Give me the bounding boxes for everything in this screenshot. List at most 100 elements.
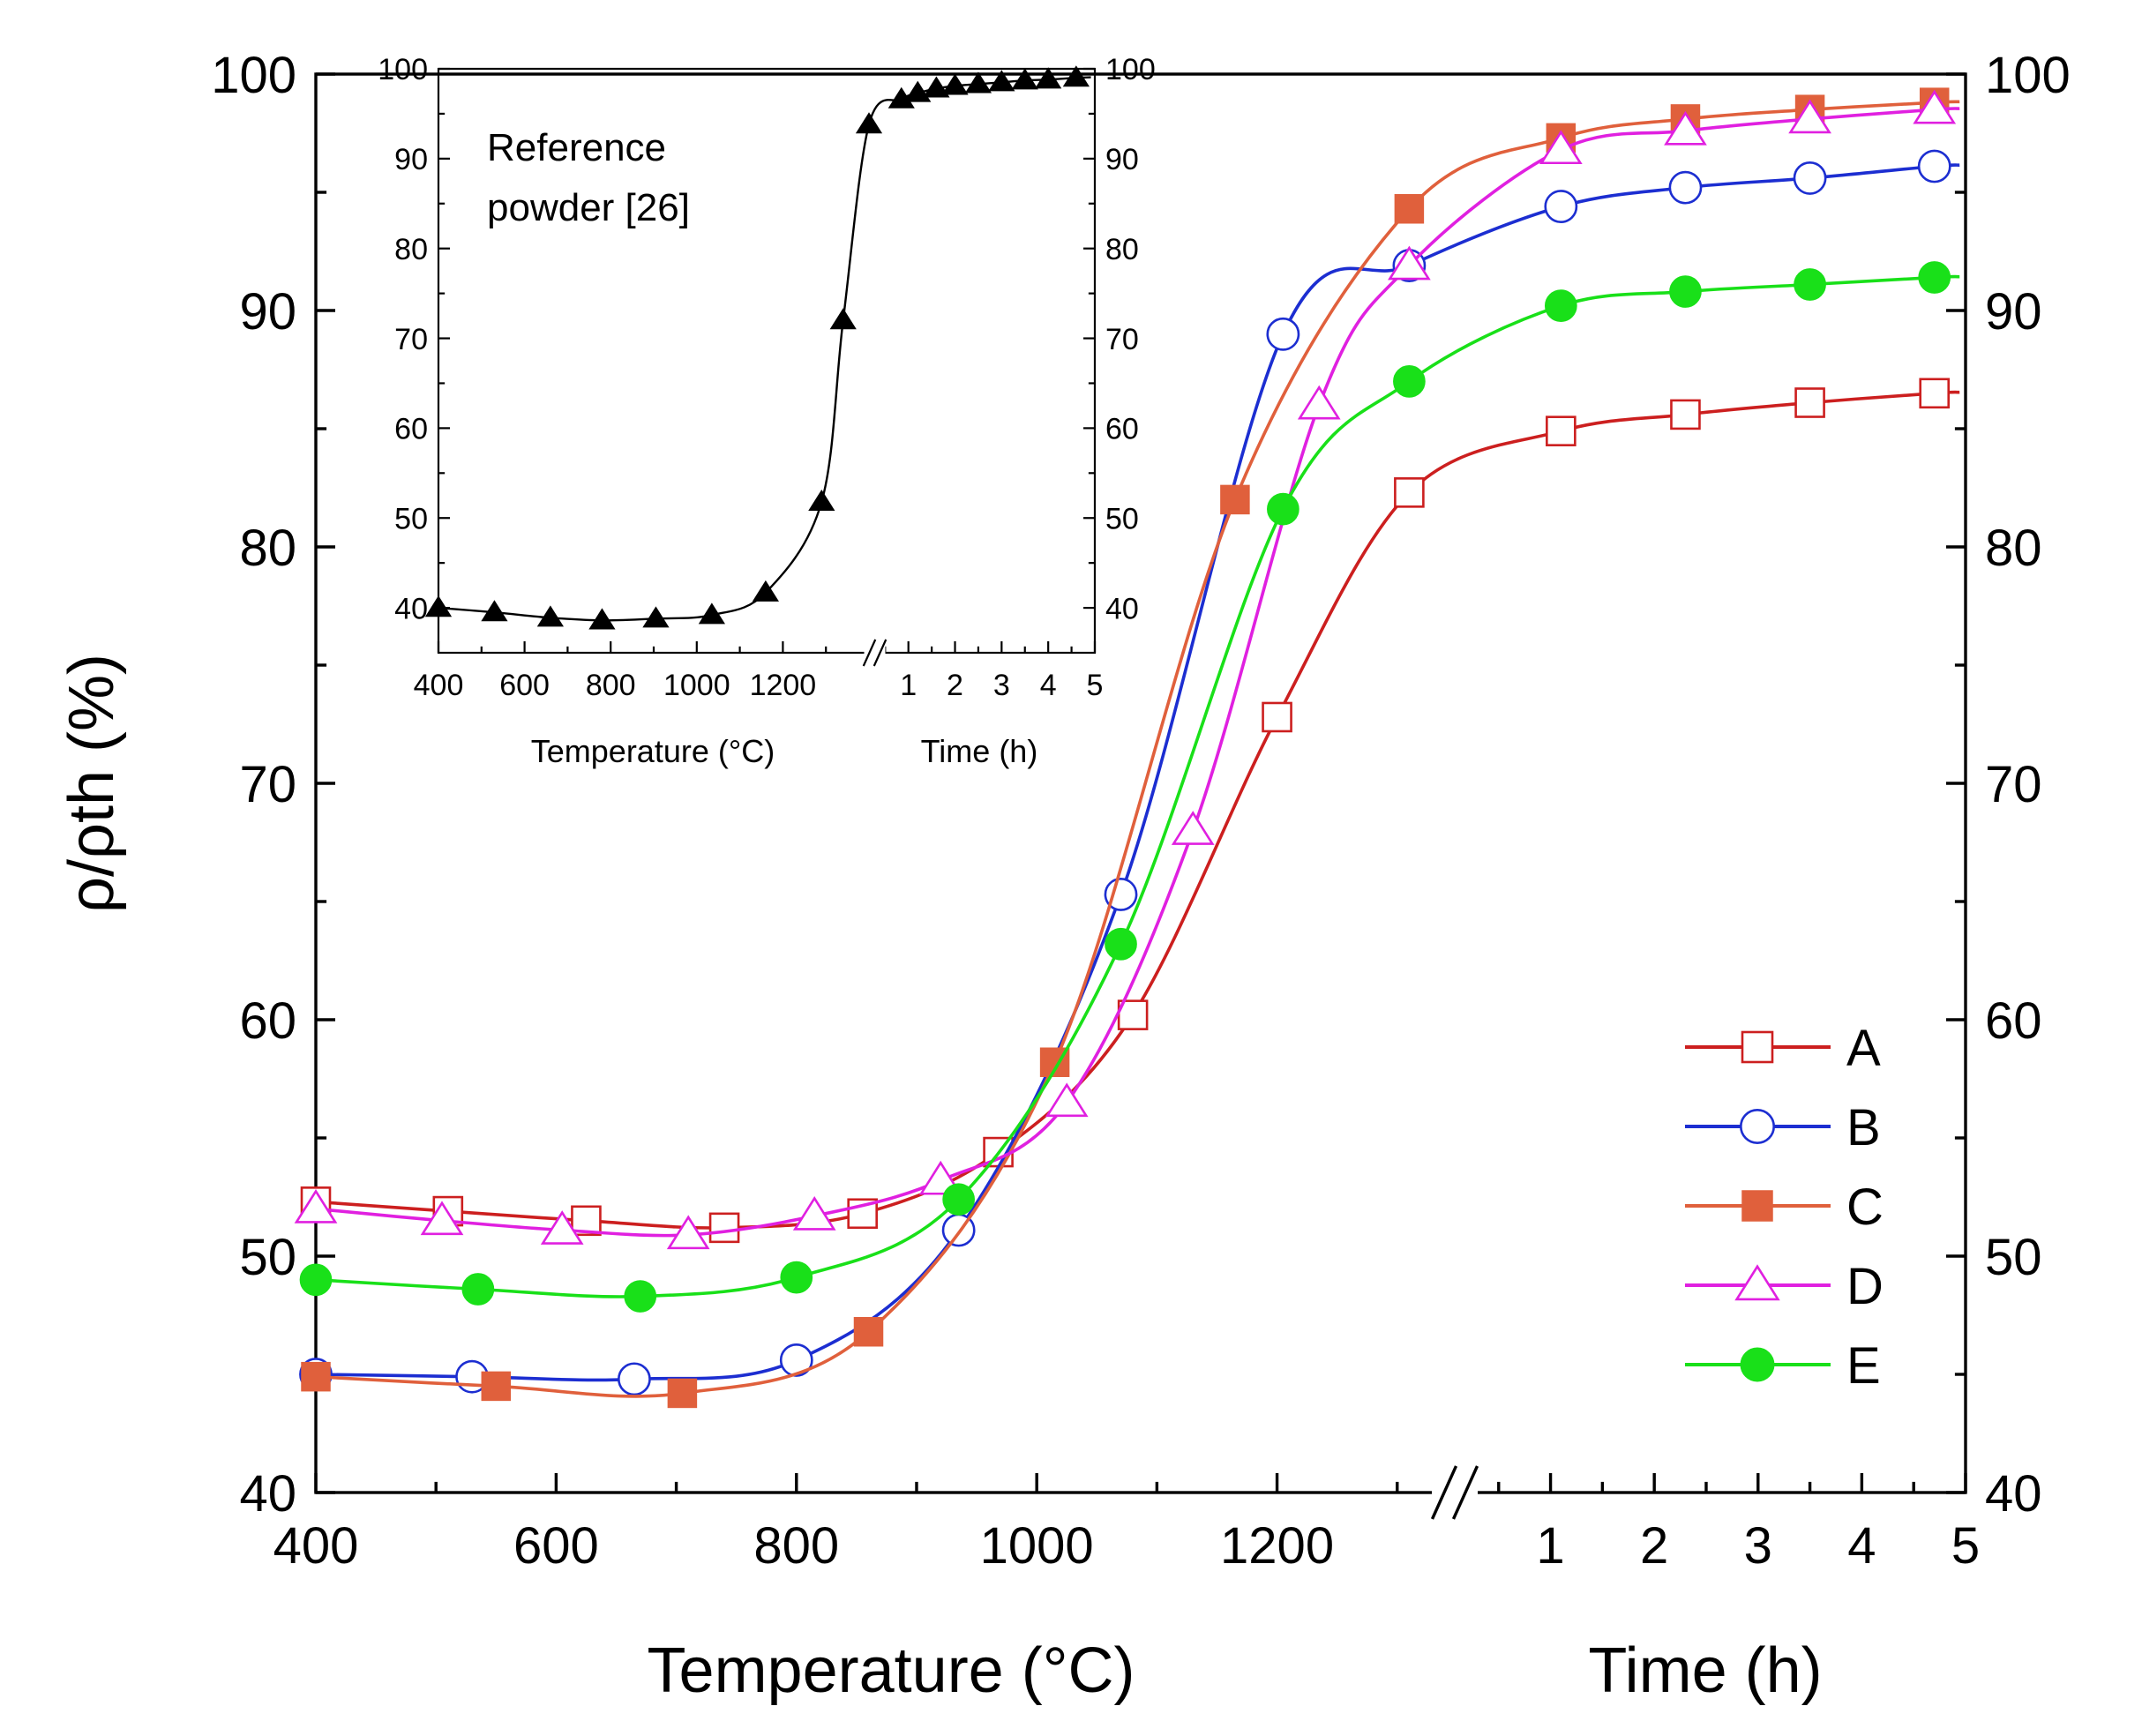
x-tick-label-temperature: 1200	[750, 669, 817, 702]
x-tick-label-time: 2	[1640, 1517, 1668, 1575]
axis-break-mark	[862, 639, 877, 667]
inset-x-title-time: Time (h)	[921, 733, 1038, 769]
x-tick-label-time: 1	[900, 669, 917, 702]
data-point	[1171, 811, 1215, 845]
data-point	[792, 1195, 836, 1231]
data-point	[667, 1378, 698, 1409]
y-tick-label-right: 50	[1985, 1229, 2042, 1286]
series-reference-0	[424, 65, 1091, 630]
legend-item-B: B	[1685, 1099, 1881, 1156]
legend-label: D	[1846, 1258, 1884, 1315]
data-point	[1670, 399, 1701, 430]
x-tick-label-temperature: 400	[414, 669, 464, 702]
x-tick-label-time: 4	[1847, 1517, 1876, 1575]
y-axis-title: ρ/ρth (%)	[56, 654, 127, 913]
data-point	[666, 1215, 710, 1250]
data-point	[1267, 492, 1299, 526]
data-point	[829, 308, 857, 330]
data-point	[780, 1261, 813, 1294]
series-line	[315, 107, 1960, 1238]
data-point	[1917, 149, 1951, 183]
data-point	[624, 1280, 657, 1313]
data-point	[461, 1273, 495, 1306]
axis-break-gap	[864, 640, 886, 666]
y-tick-label-left: 90	[394, 143, 428, 176]
x-axis-title-temperature: Temperature (°C)	[648, 1635, 1135, 1706]
y-tick-label-left: 70	[239, 756, 296, 813]
y-tick-label-right: 100	[1985, 47, 2071, 104]
x-tick-label-temperature: 1000	[980, 1517, 1094, 1575]
data-point	[1913, 89, 1957, 124]
data-point	[1220, 484, 1250, 515]
y-tick-label-right: 80	[1985, 520, 2042, 577]
data-point	[1544, 190, 1578, 223]
data-point	[1544, 289, 1577, 322]
x-tick-label-temperature: 1200	[1220, 1517, 1334, 1575]
x-tick-label-time: 1	[1536, 1517, 1564, 1575]
x-tick-label-time: 2	[947, 669, 963, 702]
x-tick-label-temperature: 400	[273, 1517, 359, 1575]
data-point	[1668, 170, 1703, 205]
data-point	[1918, 261, 1951, 294]
y-tick-label-right: 40	[1985, 1465, 2042, 1523]
legend-item-C: C	[1685, 1179, 1884, 1236]
legend-label: B	[1846, 1099, 1881, 1156]
data-point	[1794, 387, 1825, 418]
data-point	[294, 1188, 338, 1223]
data-point	[1664, 110, 1707, 146]
data-point	[420, 1201, 464, 1236]
x-tick-label-time: 5	[1951, 1517, 1980, 1575]
legend-label: A	[1846, 1020, 1881, 1077]
inset-plot: 40 40 50 50 60 60 70 70 80 80 90 90 100 100 400 600 800 1…	[378, 53, 1155, 769]
y-tick-label-right: 50	[1105, 502, 1139, 535]
y-tick-label-right: 70	[1105, 323, 1139, 356]
y-tick-label-right: 70	[1985, 756, 2042, 813]
data-point	[1262, 701, 1292, 733]
data-point	[1393, 365, 1426, 398]
main-plot: 40 40 50 50 60 60 70 70 80 80 90 90 100 100 400 600 800 1…	[56, 47, 2071, 1706]
data-point	[481, 1371, 512, 1402]
data-point	[1388, 245, 1431, 281]
axis-break-gap	[1432, 1466, 1478, 1519]
data-point	[941, 73, 969, 95]
y-tick-label-left: 90	[239, 283, 296, 340]
legend-swatch-marker	[1741, 1190, 1773, 1222]
y-tick-label-right: 90	[1105, 143, 1139, 176]
y-tick-label-left: 100	[378, 53, 428, 86]
y-tick-label-right: 100	[1105, 53, 1156, 86]
data-point	[424, 595, 453, 617]
x-axis-title-time: Time (h)	[1588, 1635, 1822, 1706]
y-tick-label-left: 80	[239, 520, 296, 577]
data-point	[1919, 378, 1951, 409]
series-line	[315, 390, 1960, 1230]
x-tick-label-temperature: 600	[513, 1517, 599, 1575]
x-tick-label-temperature: 1000	[663, 669, 730, 702]
series-E	[299, 261, 1960, 1313]
data-point	[1104, 878, 1138, 911]
data-point	[1105, 927, 1137, 961]
y-tick-label-left: 50	[394, 502, 428, 535]
data-point	[299, 1263, 333, 1297]
axis-break-mark	[873, 639, 888, 667]
x-tick-label-time: 3	[993, 669, 1010, 702]
x-tick-label-time: 3	[1744, 1517, 1772, 1575]
data-point	[1793, 161, 1827, 195]
y-tick-label-left: 70	[394, 323, 428, 356]
data-point	[481, 600, 508, 622]
data-point	[779, 1343, 813, 1377]
data-point	[618, 1362, 651, 1396]
y-tick-label-left: 80	[394, 233, 428, 266]
legend-swatch-marker	[1734, 1264, 1780, 1301]
legend-item-D: D	[1685, 1258, 1884, 1315]
axis-break-mark	[1451, 1465, 1479, 1520]
legend-swatch-marker	[1741, 1030, 1774, 1064]
legend-item-A: A	[1685, 1020, 1881, 1077]
data-point	[1539, 130, 1583, 165]
legend-label: E	[1846, 1337, 1881, 1395]
data-point	[698, 602, 725, 625]
y-tick-label-left: 40	[394, 592, 428, 625]
inset-annotation-line-1: Reference	[487, 126, 666, 169]
y-tick-label-right: 90	[1985, 283, 2042, 340]
x-tick-label-temperature: 800	[753, 1517, 839, 1575]
